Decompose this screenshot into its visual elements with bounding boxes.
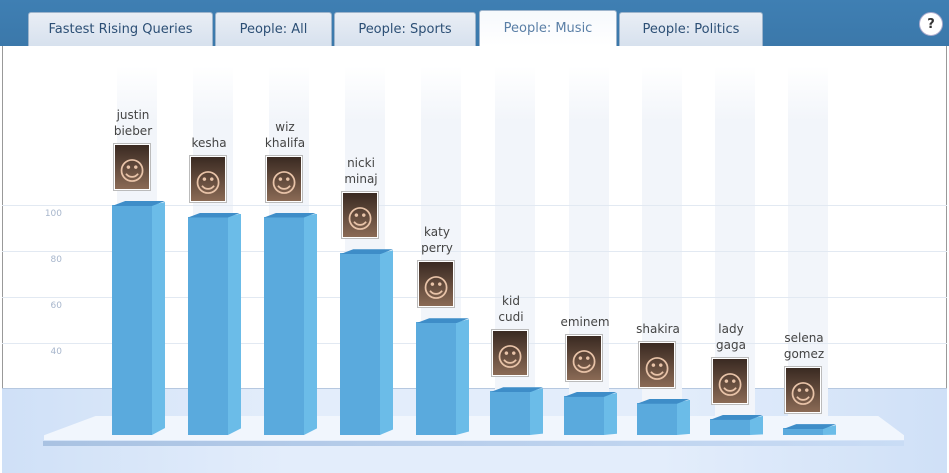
artist-label-line: gaga [716, 337, 746, 352]
gridline [2, 343, 947, 344]
platform [44, 416, 904, 440]
bar-side [456, 319, 469, 435]
bar-top [783, 424, 836, 430]
artist-label: lady gaga [693, 321, 769, 353]
bar-side [228, 213, 241, 435]
bar-top [264, 212, 317, 218]
bar [416, 322, 456, 435]
tab-people-music[interactable]: People: Music [479, 10, 617, 46]
artist-label-line: kid [502, 294, 520, 309]
artist-label: katy perry [399, 224, 475, 256]
artist-label: shakira [620, 321, 696, 337]
bar-side [304, 213, 317, 435]
bar-side [530, 388, 543, 435]
person-icon: ☺ [567, 335, 601, 380]
artist-photo: ☺ [491, 329, 529, 378]
person-icon: ☺ [267, 156, 301, 201]
artist-label-line: cudi [498, 310, 524, 325]
artist-label-line: nicki [347, 156, 375, 171]
bar [490, 391, 530, 435]
chart-area [2, 46, 947, 472]
artist-photo: ☺ [711, 356, 749, 405]
bar [637, 402, 677, 435]
y-tick-label: 60 [50, 301, 62, 311]
person-icon: ☺ [713, 358, 747, 403]
person-icon: ☺ [191, 156, 225, 201]
artist-label: wiz khalifa [247, 119, 323, 151]
bar-side [604, 392, 617, 435]
tab-people-sports[interactable]: People: Sports [334, 12, 476, 46]
bar-side [750, 415, 763, 435]
artist-photo: ☺ [784, 366, 822, 415]
artist-label-line: gomez [783, 347, 825, 362]
artist-label-line: selena [784, 331, 824, 346]
bar-top [564, 391, 617, 397]
bar-side [380, 250, 393, 435]
person-icon: ☺ [115, 145, 149, 189]
y-tick-label: 80 [50, 255, 62, 265]
bar [264, 216, 304, 435]
person-icon: ☺ [343, 193, 377, 238]
artist-label: eminem [547, 314, 623, 330]
artist-label: justin bieber [95, 107, 171, 139]
bar-top [416, 318, 469, 324]
person-icon: ☺ [786, 368, 820, 413]
artist-label-line: lady [718, 321, 744, 336]
bar [564, 395, 604, 435]
artist-photo: ☺ [189, 154, 227, 203]
bar [710, 418, 750, 435]
artist-label: kid cudi [473, 293, 549, 325]
bar-side [152, 202, 165, 435]
bar-top [112, 201, 165, 206]
artist-label: selena gomez [766, 330, 842, 362]
bar-top [710, 414, 763, 420]
person-icon: ☺ [640, 342, 674, 387]
bar [188, 216, 228, 435]
artist-label-line: justin [116, 108, 150, 122]
bar [112, 205, 152, 435]
artist-label-line: perry [421, 241, 453, 256]
artist-photo: ☺ [341, 191, 379, 240]
person-icon: ☺ [493, 331, 527, 376]
help-button[interactable]: ? [919, 12, 943, 36]
artist-label-line: eminem [560, 314, 610, 329]
bar-side [823, 425, 836, 435]
artist-label: kesha [171, 135, 247, 151]
artist-photo: ☺ [565, 333, 603, 382]
artist-photo: ☺ [113, 143, 151, 191]
y-tick-label: 40 [50, 347, 62, 357]
bar [783, 428, 823, 435]
person-icon: ☺ [419, 262, 453, 307]
artist-photo: ☺ [638, 340, 676, 389]
y-tick-label: 100 [44, 209, 62, 219]
gridline [2, 205, 947, 206]
artist-label-line: minaj [344, 172, 378, 187]
platform-edge [43, 441, 904, 446]
artist-photo: ☺ [265, 154, 303, 203]
tab-fastest-rising-queries[interactable]: Fastest Rising Queries [28, 12, 213, 46]
artist-label-line: khalifa [264, 135, 306, 150]
gridline [2, 297, 947, 298]
bar-side [677, 399, 690, 435]
bar-top [637, 398, 690, 404]
tab-people-politics[interactable]: People: Politics [619, 12, 763, 46]
artist-label-line: katy [424, 225, 450, 240]
bar-top [340, 249, 393, 255]
tab-bar: Fastest Rising Queries People: All Peopl… [0, 0, 949, 46]
bar-top [490, 387, 543, 393]
bar [340, 253, 380, 435]
artist-label-line: wiz [275, 119, 295, 134]
artist-photo: ☺ [417, 260, 455, 309]
artist-label-line: shakira [636, 321, 680, 336]
tab-people-all[interactable]: People: All [215, 12, 332, 46]
gridline [2, 251, 947, 252]
artist-label: nicki minaj [323, 155, 399, 187]
bar-top [188, 212, 241, 218]
artist-label-line: bieber [113, 124, 153, 138]
artist-label-line: kesha [191, 135, 227, 150]
